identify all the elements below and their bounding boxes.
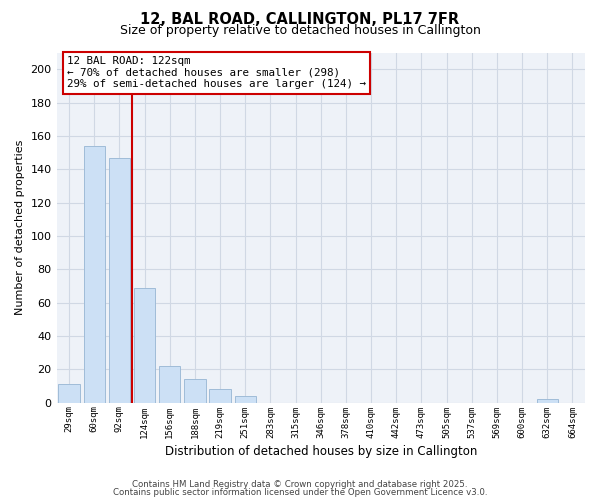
Bar [235,396,256,402]
Bar [184,379,206,402]
Bar [536,399,558,402]
Text: 12, BAL ROAD, CALLINGTON, PL17 7FR: 12, BAL ROAD, CALLINGTON, PL17 7FR [140,12,460,28]
Bar [209,389,231,402]
Text: Contains HM Land Registry data © Crown copyright and database right 2025.: Contains HM Land Registry data © Crown c… [132,480,468,489]
Y-axis label: Number of detached properties: Number of detached properties [15,140,25,315]
Text: Size of property relative to detached houses in Callington: Size of property relative to detached ho… [119,24,481,37]
Bar [109,158,130,402]
Bar [134,288,155,403]
Bar [159,366,181,403]
Text: 12 BAL ROAD: 122sqm
← 70% of detached houses are smaller (298)
29% of semi-detac: 12 BAL ROAD: 122sqm ← 70% of detached ho… [67,56,366,89]
Bar [58,384,80,402]
Bar [83,146,105,403]
Text: Contains public sector information licensed under the Open Government Licence v3: Contains public sector information licen… [113,488,487,497]
X-axis label: Distribution of detached houses by size in Callington: Distribution of detached houses by size … [164,444,477,458]
